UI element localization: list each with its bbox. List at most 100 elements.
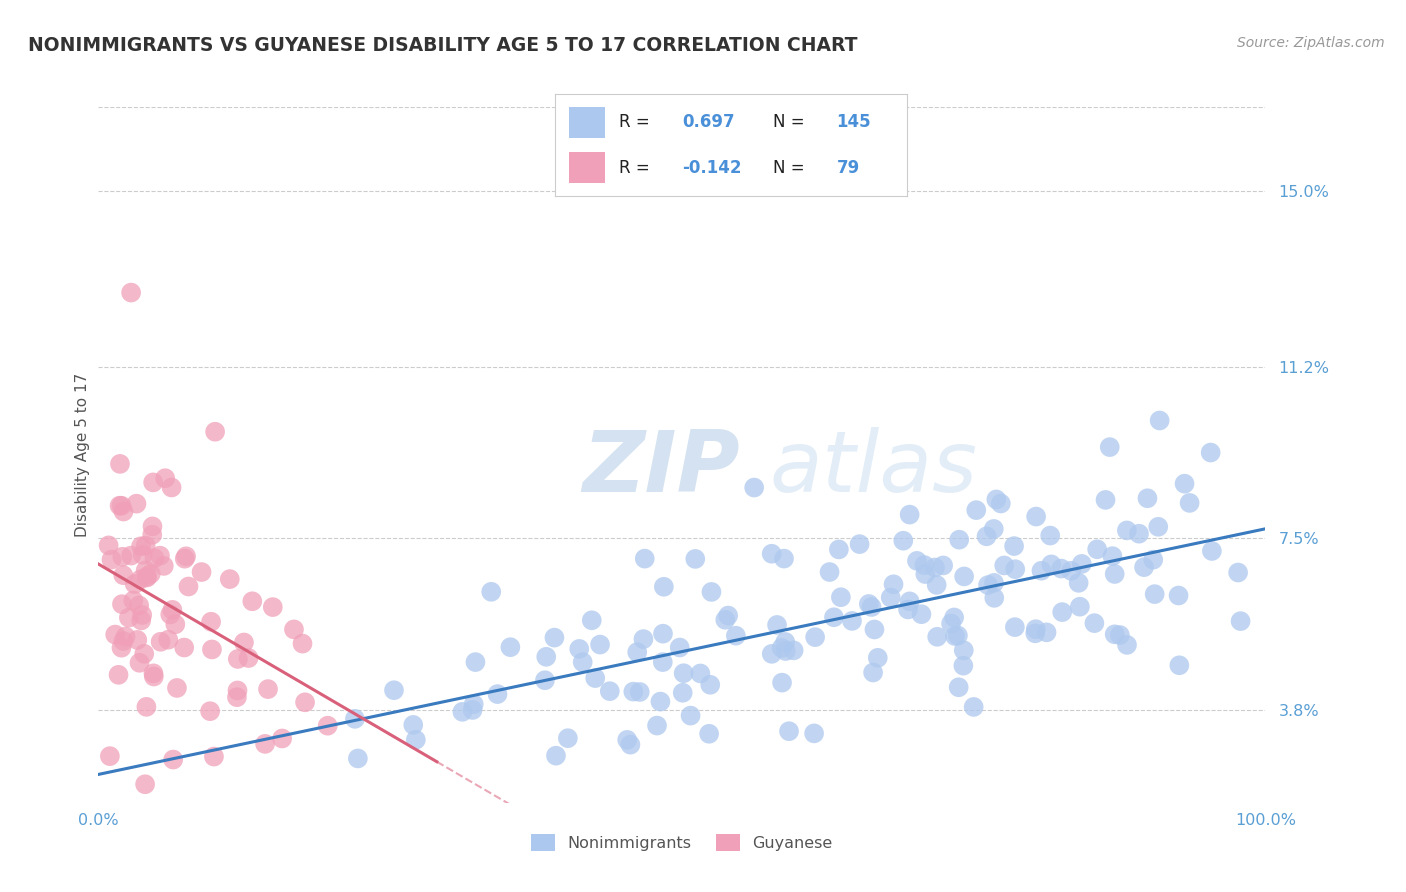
- Point: [986, 492, 1008, 507]
- Point: [226, 683, 249, 698]
- Point: [201, 642, 224, 657]
- Point: [135, 569, 157, 583]
- Point: [818, 565, 841, 579]
- Point: [262, 600, 284, 615]
- Point: [1004, 562, 1026, 576]
- Text: ZIP: ZIP: [582, 427, 741, 510]
- Point: [1227, 566, 1250, 580]
- Point: [1199, 445, 1222, 459]
- FancyBboxPatch shape: [569, 153, 605, 183]
- Point: [108, 457, 131, 471]
- Point: [166, 681, 188, 695]
- Y-axis label: Disability Age 5 to 17: Disability Age 5 to 17: [75, 373, 90, 537]
- Point: [898, 508, 921, 522]
- Point: [761, 547, 783, 561]
- Point: [858, 597, 880, 611]
- Point: [927, 630, 949, 644]
- Point: [165, 617, 187, 632]
- Point: [1133, 560, 1156, 574]
- Point: [651, 655, 673, 669]
- Point: [689, 666, 711, 681]
- Point: [149, 549, 172, 563]
- Point: [568, 641, 591, 656]
- Text: N =: N =: [773, 159, 810, 177]
- Point: [939, 616, 962, 631]
- Text: 0.697: 0.697: [682, 113, 734, 131]
- Point: [120, 549, 142, 563]
- Point: [770, 640, 793, 655]
- Point: [128, 599, 150, 613]
- Point: [190, 565, 212, 579]
- Point: [581, 613, 603, 627]
- Point: [128, 656, 150, 670]
- Text: N =: N =: [773, 113, 810, 131]
- Point: [125, 497, 148, 511]
- Point: [948, 533, 970, 547]
- Point: [226, 690, 249, 705]
- Point: [742, 481, 765, 495]
- Point: [316, 719, 339, 733]
- Point: [162, 753, 184, 767]
- Point: [652, 626, 675, 640]
- Point: [141, 519, 163, 533]
- Point: [634, 551, 657, 566]
- Point: [1025, 509, 1047, 524]
- Text: 79: 79: [837, 159, 860, 177]
- Point: [891, 533, 914, 548]
- Point: [108, 499, 131, 513]
- Point: [717, 608, 740, 623]
- Point: [124, 577, 146, 591]
- Point: [174, 549, 197, 564]
- Point: [1024, 626, 1046, 640]
- Point: [583, 671, 606, 685]
- Point: [766, 618, 789, 632]
- Point: [990, 496, 1012, 510]
- Point: [142, 666, 165, 681]
- Point: [111, 597, 134, 611]
- FancyBboxPatch shape: [569, 107, 605, 137]
- Point: [1147, 520, 1170, 534]
- Point: [98, 749, 121, 764]
- Point: [1104, 627, 1126, 641]
- Point: [118, 610, 141, 624]
- Point: [912, 558, 935, 573]
- Point: [157, 632, 180, 647]
- Point: [963, 700, 986, 714]
- Point: [1136, 491, 1159, 506]
- Point: [841, 614, 863, 628]
- Point: [773, 551, 796, 566]
- Point: [122, 593, 145, 607]
- Point: [1094, 492, 1116, 507]
- Point: [135, 699, 157, 714]
- Point: [910, 607, 932, 622]
- Point: [924, 560, 946, 574]
- Point: [129, 573, 152, 587]
- Point: [773, 635, 796, 649]
- Point: [862, 665, 884, 680]
- Point: [860, 600, 883, 615]
- Point: [486, 687, 509, 701]
- Point: [616, 732, 638, 747]
- Point: [571, 655, 593, 669]
- Point: [159, 607, 181, 622]
- Point: [943, 610, 966, 624]
- Point: [952, 643, 974, 657]
- Point: [905, 554, 928, 568]
- Point: [883, 577, 905, 591]
- Point: [1050, 605, 1073, 619]
- Point: [770, 675, 793, 690]
- Point: [621, 684, 644, 698]
- Point: [463, 697, 485, 711]
- Point: [402, 718, 425, 732]
- Point: [932, 558, 955, 573]
- Point: [114, 630, 136, 644]
- Text: Source: ZipAtlas.com: Source: ZipAtlas.com: [1237, 36, 1385, 50]
- Point: [136, 570, 159, 584]
- Point: [804, 630, 827, 644]
- Point: [1031, 564, 1053, 578]
- Point: [1060, 564, 1083, 578]
- Point: [898, 594, 921, 608]
- Point: [775, 644, 797, 658]
- Point: [1067, 575, 1090, 590]
- Point: [139, 566, 162, 581]
